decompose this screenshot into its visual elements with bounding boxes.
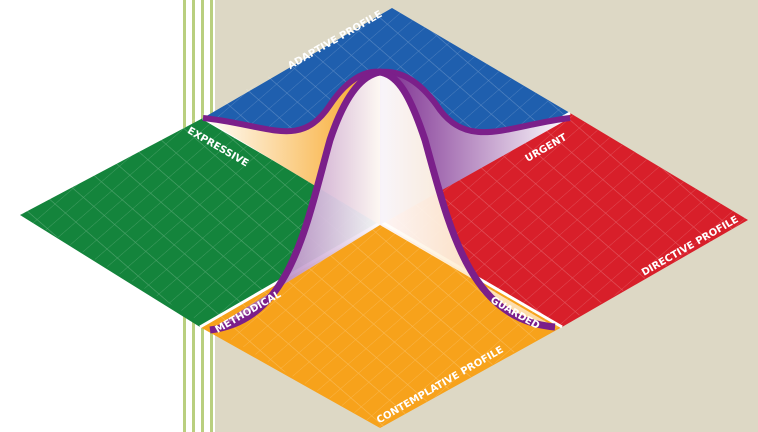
bell-front-outline	[209, 68, 556, 334]
bell-front	[210, 72, 555, 330]
